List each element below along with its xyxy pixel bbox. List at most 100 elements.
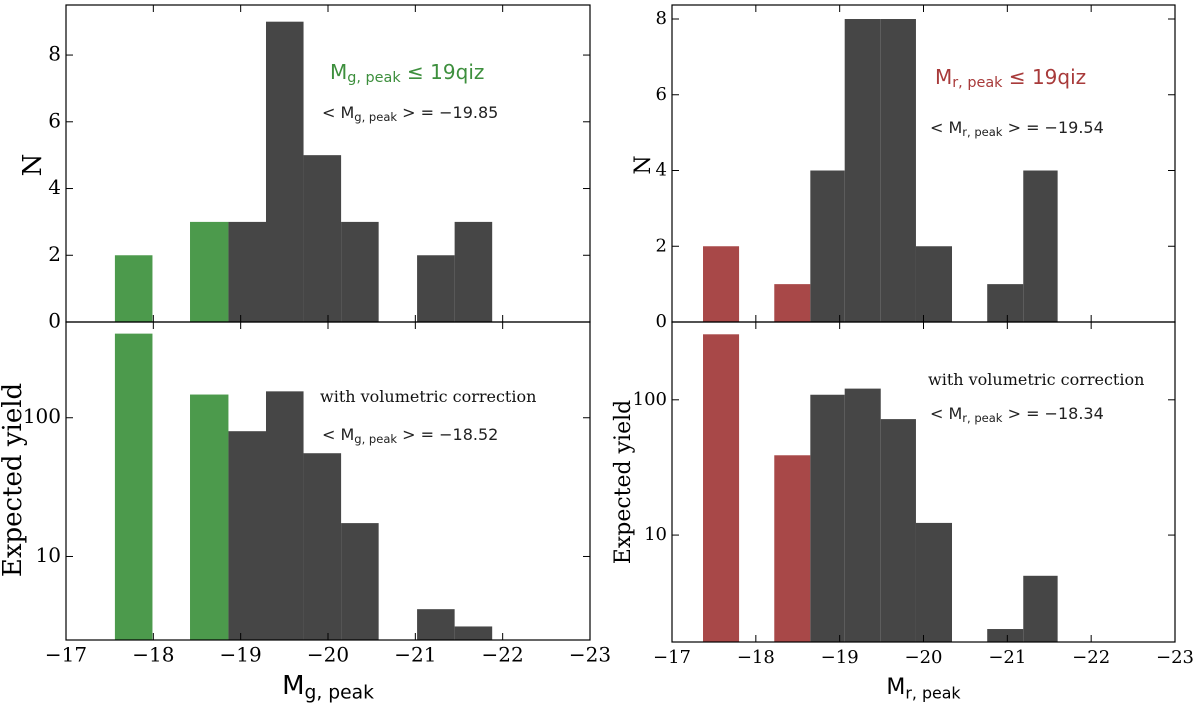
- y-tick-label: 8: [656, 8, 667, 29]
- bar: [114, 255, 153, 322]
- bar: [303, 453, 342, 640]
- rich-text: Mr, peak: [886, 675, 961, 702]
- x-tick-label: −17: [45, 643, 87, 667]
- y-tick-label: 100: [23, 404, 61, 428]
- y-tick-label: 10: [644, 524, 667, 545]
- x-tick-label: −22: [1072, 647, 1110, 668]
- bar: [844, 388, 881, 642]
- bar: [703, 246, 740, 322]
- rich-text: with volumetric correction: [320, 387, 536, 406]
- y-axis-label: N: [631, 155, 656, 174]
- x-tick-label: −18: [132, 643, 174, 667]
- subscript: g, peak: [354, 432, 397, 446]
- bar: [915, 522, 953, 642]
- bar: [703, 334, 740, 642]
- y-tick-label: 2: [656, 235, 667, 256]
- subscript: g, peak: [347, 70, 401, 86]
- bar: [915, 246, 953, 322]
- bar: [810, 394, 845, 642]
- text-part: M: [886, 675, 905, 700]
- x-tick-label: −20: [307, 643, 349, 667]
- text-part: with volumetric correction: [928, 370, 1144, 389]
- rich-text: < Mr, peak > = −18.34: [930, 404, 1104, 425]
- text-part: M: [935, 65, 952, 89]
- bar: [844, 19, 881, 322]
- x-tick-label: −22: [482, 643, 524, 667]
- bar: [774, 455, 811, 642]
- text-part: > = −18.52: [397, 425, 498, 444]
- x-tick-label: −21: [394, 643, 436, 667]
- rich-text: Mr, peak ≤ 19qiz: [935, 65, 1086, 92]
- y-tick-label: 8: [48, 42, 61, 66]
- subscript: r, peak: [962, 411, 1003, 425]
- x-tick-label: −17: [653, 647, 691, 668]
- bar: [987, 284, 1024, 322]
- text-part: ≤ 19qiz: [1002, 65, 1086, 89]
- bar: [190, 221, 229, 322]
- y-axis-label: Expected yield: [611, 400, 636, 564]
- x-tick-label: −19: [220, 643, 262, 667]
- bar: [341, 523, 379, 640]
- y-tick-label: 2: [48, 242, 61, 266]
- bar: [454, 221, 493, 322]
- bar: [228, 221, 266, 322]
- bar: [265, 21, 304, 323]
- bar: [774, 284, 811, 322]
- bar: [1023, 575, 1058, 642]
- text-part: < M: [930, 118, 962, 137]
- subscript: r, peak: [962, 125, 1003, 139]
- subscript: g, peak: [354, 110, 397, 124]
- text-part: > = −19.54: [1002, 118, 1103, 137]
- subscript: g, peak: [305, 682, 375, 703]
- bar: [341, 221, 379, 322]
- x-tick-label: −19: [821, 647, 859, 668]
- y-tick-label: 4: [656, 160, 667, 181]
- subscript: r, peak: [952, 75, 1003, 91]
- rich-text: with volumetric correction: [928, 370, 1144, 389]
- x-tick-label: −23: [1156, 647, 1194, 668]
- x-tick-label: −23: [569, 643, 611, 667]
- text-part: > = −18.34: [1002, 404, 1103, 423]
- bar: [880, 19, 916, 322]
- subscript: r, peak: [905, 683, 961, 702]
- text-part: with volumetric correction: [320, 387, 536, 406]
- bar: [454, 626, 493, 640]
- text-part: ≤ 19qiz: [401, 60, 485, 84]
- y-axis-label: N: [18, 154, 48, 177]
- bar: [114, 333, 153, 640]
- y-tick-label: 6: [656, 84, 667, 105]
- bar: [810, 170, 845, 322]
- rich-text: < Mg, peak > = −18.52: [322, 425, 498, 446]
- x-tick-label: −18: [737, 647, 775, 668]
- x-tick-label: −21: [988, 647, 1026, 668]
- text-part: < M: [930, 404, 962, 423]
- y-axis-label: Expected yield: [0, 383, 28, 577]
- y-tick-label: 0: [656, 311, 667, 332]
- bar: [987, 629, 1024, 642]
- bar: [880, 419, 916, 642]
- bar: [190, 394, 229, 640]
- rich-text: Mg, peak ≤ 19qiz: [330, 60, 484, 87]
- text-part: M: [330, 60, 347, 84]
- rich-text: < Mr, peak > = −19.54: [930, 118, 1104, 139]
- y-tick-label: 10: [36, 543, 61, 567]
- text-part: M: [282, 671, 304, 701]
- bar: [417, 609, 455, 640]
- text-part: > = −19.85: [397, 103, 498, 122]
- bar: [228, 431, 266, 640]
- bar: [265, 391, 304, 640]
- rich-text: < Mg, peak > = −19.85: [322, 103, 498, 124]
- text-part: < M: [322, 103, 354, 122]
- text-part: < M: [322, 425, 354, 444]
- bar: [417, 255, 455, 322]
- y-tick-label: 0: [48, 309, 61, 333]
- y-tick-label: 100: [633, 389, 667, 410]
- y-tick-label: 6: [48, 108, 61, 132]
- y-tick-label: 4: [48, 175, 61, 199]
- bar: [1023, 170, 1058, 322]
